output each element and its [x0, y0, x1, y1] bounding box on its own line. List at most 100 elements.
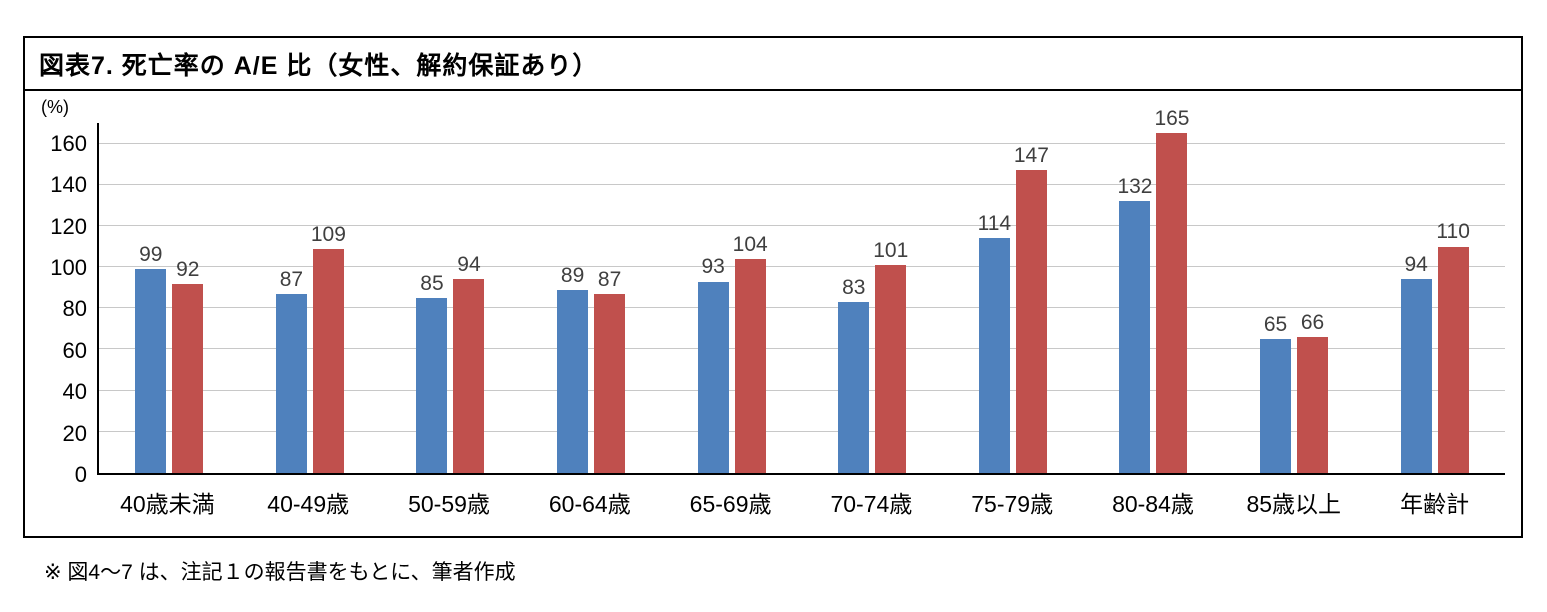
y-tick-label: 140 — [50, 172, 87, 198]
bar-value-label: 65 — [1263, 313, 1288, 337]
bar-series-blue-5 — [838, 302, 870, 473]
bar-column: 87 — [594, 123, 626, 473]
x-category-label: 75-79歳 — [971, 491, 1054, 517]
bar-series-red-9 — [1437, 246, 1469, 473]
bar-value-label: 165 — [1154, 107, 1190, 131]
gridline — [99, 389, 1505, 391]
gridline — [99, 307, 1505, 309]
x-category-label: 50-59歳 — [408, 491, 490, 517]
bar-groups: 99 92 87 109 85 94 89 87 93 104 83 101 114 147 132 165 6… — [99, 107, 1505, 473]
y-tick-label: 60 — [62, 337, 87, 363]
bar-group: 93 104 — [661, 123, 802, 473]
bar-column: 85 — [416, 123, 448, 473]
x-category-label: 60-64歳 — [548, 491, 631, 517]
y-axis: 0 20 40 60 80 100 120 140 160 — [35, 123, 97, 487]
bar-series-blue-4 — [697, 281, 729, 473]
bar-series-red-3 — [594, 293, 626, 473]
bar-value-label: 93 — [701, 255, 725, 279]
bar-value-label: 110 — [1436, 220, 1470, 244]
y-tick-label: 80 — [62, 296, 87, 322]
chart-title: 図表7. 死亡率の A/E 比（女性、解約保証あり） — [25, 38, 1521, 91]
bar-column: 94 — [453, 123, 485, 473]
bar-group: 87 109 — [240, 123, 381, 473]
y-tick-label: 100 — [50, 254, 87, 280]
y-tick-label: 160 — [50, 130, 87, 156]
y-tick-label: 20 — [62, 420, 87, 446]
bar-column: 89 — [557, 123, 589, 473]
bar-series-red-1 — [312, 248, 344, 473]
bar-column: 92 — [172, 123, 204, 473]
gridline — [99, 266, 1505, 268]
bar-group: 114 147 — [943, 123, 1084, 473]
bar-group: 99 92 — [99, 123, 240, 473]
bar-column: 109 — [311, 123, 346, 473]
y-tick-label: 40 — [62, 379, 87, 405]
bar-series-red-2 — [453, 279, 485, 473]
x-category-label: 40-49歳 — [267, 491, 350, 517]
gridline — [99, 348, 1505, 350]
gridline — [99, 224, 1505, 226]
y-axis-unit-label: (%) — [41, 97, 69, 117]
footnote: ※ 図4～7 は、注記１の報告書をもとに、筆者作成 — [44, 561, 516, 584]
gridline — [99, 430, 1505, 432]
bar-column: 83 — [838, 123, 870, 473]
figure-box: 図表7. 死亡率の A/E 比（女性、解約保証あり） (%) 0 20 40 60 80… — [23, 36, 1523, 538]
bar-column: 93 — [697, 123, 729, 473]
x-category-label: 80-84歳 — [1112, 491, 1194, 517]
bar-group: 132 165 — [1083, 107, 1224, 473]
bar-value-label: 89 — [560, 263, 585, 287]
y-tick-label: 0 — [74, 462, 87, 487]
bar-column: 147 — [1013, 123, 1049, 473]
bar-value-label: 99 — [139, 243, 163, 267]
bar-series-blue-8 — [1260, 339, 1292, 473]
bar-value-label: 83 — [842, 276, 866, 300]
bar-column: 104 — [732, 123, 768, 473]
bar-series-blue-7 — [1119, 201, 1151, 473]
bar-series-red-4 — [734, 258, 766, 473]
bar-value-label: 104 — [732, 232, 768, 256]
bar-series-red-7 — [1156, 133, 1188, 473]
bar-column: 132 — [1117, 123, 1153, 473]
bar-series-blue-2 — [416, 298, 448, 473]
bar-group: 83 101 — [802, 123, 943, 473]
bar-column: 87 — [275, 123, 307, 473]
x-category-label: 65-69歳 — [689, 491, 772, 517]
bar-group: 94 110 — [1364, 123, 1505, 473]
x-axis-labels: 40歳未満 40-49歳 50-59歳 60-64歳 65-69歳 70-74歳 75-79… — [97, 475, 1505, 519]
bar-column: 110 — [1436, 123, 1470, 473]
bar-column: 99 — [135, 123, 167, 473]
bar-value-label: 132 — [1117, 175, 1153, 199]
chart-area: (%) 0 20 40 60 80 100 120 140 160 99 92 87 109 85 94 8… — [25, 91, 1521, 519]
bar-group: 85 94 — [380, 123, 521, 473]
bar-column: 94 — [1400, 123, 1432, 473]
bar-value-label: 66 — [1300, 311, 1325, 335]
bar-series-red-6 — [1015, 170, 1047, 473]
bar-column: 65 — [1260, 123, 1292, 473]
bar-value-label: 85 — [420, 271, 444, 295]
bar-value-label: 87 — [597, 267, 622, 291]
bar-series-blue-3 — [557, 289, 589, 473]
bar-value-label: 92 — [176, 257, 200, 281]
y-tick-label: 120 — [50, 213, 87, 239]
bar-series-blue-6 — [978, 238, 1010, 473]
plot-area: 99 92 87 109 85 94 89 87 93 104 83 101 114 147 132 165 6… — [97, 107, 1505, 475]
bar-value-label: 147 — [1013, 144, 1049, 168]
bar-group: 65 66 — [1224, 123, 1365, 473]
bar-series-blue-9 — [1400, 279, 1432, 473]
bar-value-label: 101 — [873, 238, 909, 262]
x-category-label: 85歳以上 — [1246, 491, 1342, 517]
gridline — [99, 183, 1505, 185]
bar-value-label: 94 — [457, 253, 481, 277]
bar-series-red-8 — [1297, 337, 1329, 473]
bar-column: 114 — [978, 123, 1011, 473]
bar-group: 89 87 — [521, 123, 662, 473]
gridline — [99, 142, 1505, 144]
bar-series-blue-1 — [275, 293, 307, 473]
bar-series-red-0 — [172, 283, 204, 473]
x-category-label: 70-74歳 — [830, 491, 913, 517]
bar-column: 66 — [1297, 123, 1329, 473]
plot-row: 0 20 40 60 80 100 120 140 160 99 92 87 109 85 94 89 87 9… — [35, 107, 1505, 487]
bar-series-blue-0 — [135, 269, 167, 473]
x-category-label: 40歳未満 — [120, 491, 215, 517]
